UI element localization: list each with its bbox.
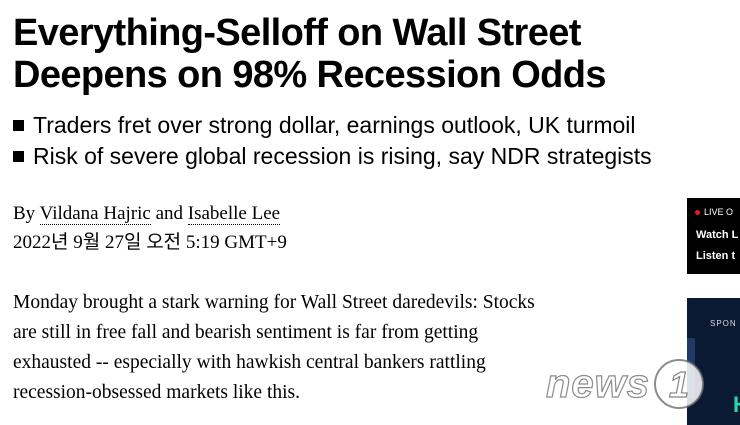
watermark-number-badge-icon: 1: [654, 359, 705, 409]
article-body: Monday brought a stark warning for Wall …: [13, 288, 613, 408]
bullet-text: Traders fret over strong dollar, earning…: [33, 112, 636, 138]
summary-bullet: Traders fret over strong dollar, earning…: [13, 110, 733, 141]
article-headline: Everything-Selloff on Wall Street Deepen…: [13, 12, 713, 96]
live-tv-widget[interactable]: LIVE O Watch L Listen t: [687, 198, 740, 274]
summary-bullets: Traders fret over strong dollar, earning…: [13, 110, 733, 172]
byline-prefix: By: [13, 203, 36, 224]
news1-watermark-logo: news 1: [545, 355, 736, 413]
body-line: exhausted -- especially with hawkish cen…: [13, 352, 486, 373]
publish-timestamp: 2022년 9월 27일 오전 5:19 GMT+9: [13, 232, 287, 253]
body-line: Monday brought a stark warning for Wall …: [13, 292, 535, 313]
author-link-vildana-hajric[interactable]: Vildana Hajric: [39, 203, 151, 225]
sponsored-label: SPON: [710, 319, 737, 328]
watermark-number: 1: [669, 364, 689, 405]
body-line: recession-obsessed markets like this.: [13, 382, 301, 403]
live-label: LIVE O: [704, 207, 734, 217]
listen-live-link[interactable]: Listen t: [696, 250, 736, 262]
summary-bullet: Risk of severe global recession is risin…: [13, 141, 733, 172]
live-indicator: LIVE O: [695, 207, 733, 217]
watermark-text: news: [545, 361, 651, 406]
author-link-isabelle-lee[interactable]: Isabelle Lee: [187, 203, 281, 225]
watch-live-link[interactable]: Watch L: [696, 229, 739, 241]
bullet-square-icon: [13, 151, 24, 162]
bullet-text: Risk of severe global recession is risin…: [33, 143, 652, 169]
body-line: are still in free fall and bearish senti…: [13, 322, 479, 343]
headline-line-2: Deepens on 98% Recession Odds: [13, 54, 607, 96]
byline: By Vildana Hajric and Isabelle Lee: [13, 201, 281, 227]
byline-and: and: [155, 203, 184, 224]
ad-headline: Hi: [733, 392, 740, 418]
bullet-square-icon: [13, 120, 24, 131]
headline-line-1: Everything-Selloff on Wall Street: [13, 12, 581, 54]
live-dot-icon: [695, 209, 700, 215]
